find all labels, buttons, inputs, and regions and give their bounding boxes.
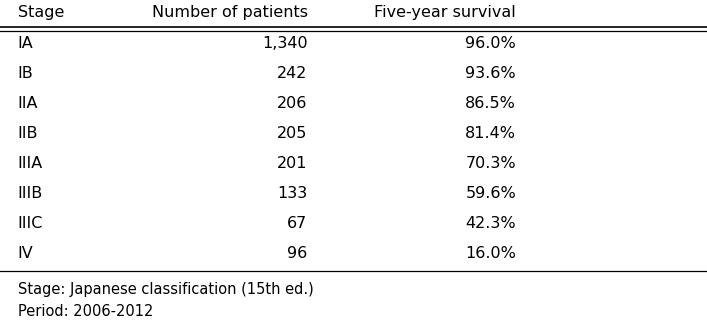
- Text: IIIB: IIIB: [18, 186, 43, 201]
- Text: 70.3%: 70.3%: [465, 156, 516, 171]
- Text: 201: 201: [277, 156, 308, 171]
- Text: 67: 67: [287, 216, 308, 231]
- Text: Stage: Stage: [18, 5, 64, 20]
- Text: 133: 133: [277, 186, 308, 201]
- Text: 16.0%: 16.0%: [465, 246, 516, 261]
- Text: IA: IA: [18, 36, 33, 51]
- Text: IB: IB: [18, 66, 33, 81]
- Text: IV: IV: [18, 246, 33, 261]
- Text: IIIC: IIIC: [18, 216, 43, 231]
- Text: 86.5%: 86.5%: [465, 96, 516, 111]
- Text: 1,340: 1,340: [262, 36, 308, 51]
- Text: IIA: IIA: [18, 96, 38, 111]
- Text: 206: 206: [277, 96, 308, 111]
- Text: 96.0%: 96.0%: [465, 36, 516, 51]
- Text: 81.4%: 81.4%: [465, 126, 516, 141]
- Text: Stage: Japanese classification (15th ed.): Stage: Japanese classification (15th ed.…: [18, 282, 313, 297]
- Text: Period: 2006-2012: Period: 2006-2012: [18, 304, 153, 319]
- Text: Five-year survival: Five-year survival: [375, 5, 516, 20]
- Text: IIB: IIB: [18, 126, 38, 141]
- Text: Number of patients: Number of patients: [151, 5, 308, 20]
- Text: 42.3%: 42.3%: [465, 216, 516, 231]
- Text: 242: 242: [277, 66, 308, 81]
- Text: 205: 205: [277, 126, 308, 141]
- Text: 93.6%: 93.6%: [465, 66, 516, 81]
- Text: 59.6%: 59.6%: [465, 186, 516, 201]
- Text: IIIA: IIIA: [18, 156, 43, 171]
- Text: 96: 96: [287, 246, 308, 261]
